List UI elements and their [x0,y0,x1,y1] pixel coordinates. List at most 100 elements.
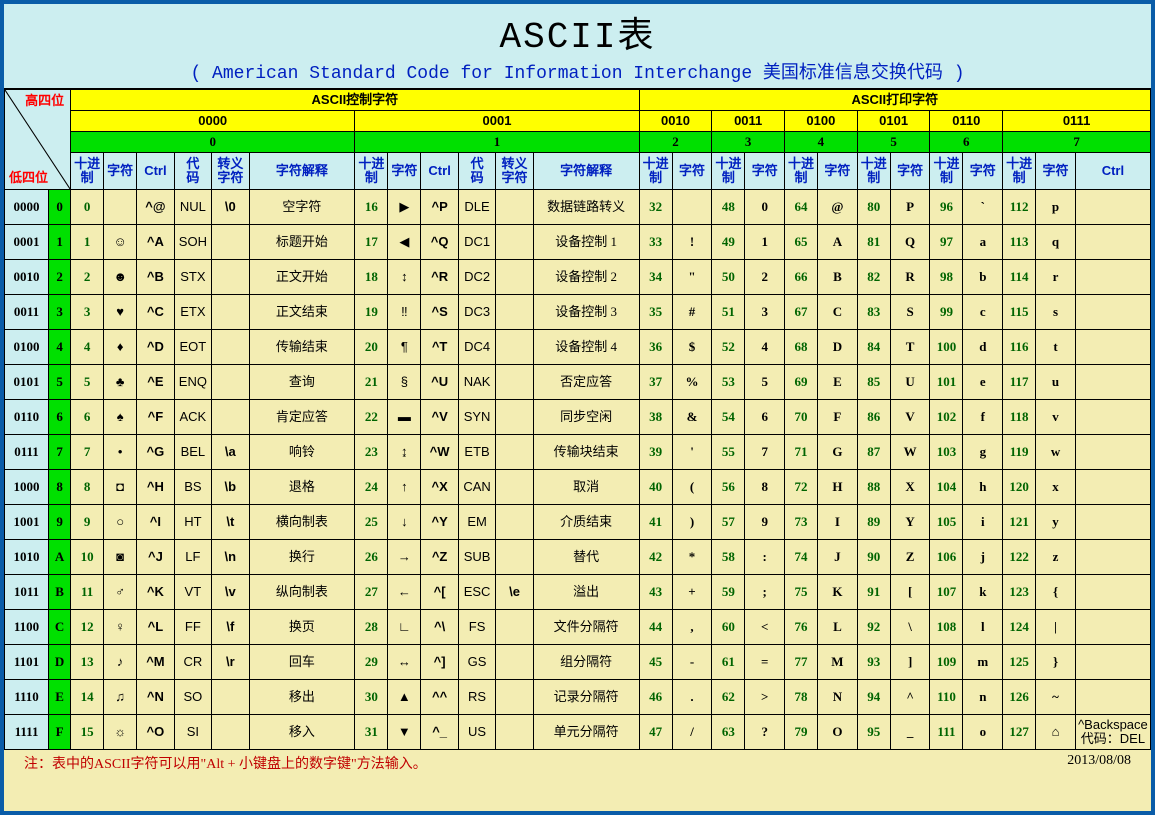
row-hex: 2 [49,260,71,295]
ctrl-cell-empty [1075,575,1150,610]
dec-cell: 94 [857,680,890,715]
glyph-cell: ↔ [388,645,421,680]
dec-cell: 30 [355,680,388,715]
code-cell: DLE [458,190,495,225]
ctrl-cell: ^_ [421,715,458,750]
code-cell: STX [174,260,211,295]
desc-cell: 介质结束 [533,505,639,540]
glyph-cell: L [818,610,858,645]
glyph-cell: f [963,400,1003,435]
glyph-cell: ‼ [388,295,421,330]
dec-cell: 16 [355,190,388,225]
col-header: 字符解释 [249,153,355,190]
esc-cell: \r [212,645,249,680]
ctrl-cell: ^C [137,295,174,330]
esc-cell [496,470,533,505]
glyph-cell: 4 [745,330,785,365]
hex-group-2: 2 [639,132,712,153]
row-bin: 1000 [5,470,49,505]
glyph-cell: 8 [745,470,785,505]
glyph-cell: c [963,295,1003,330]
glyph-cell: > [745,680,785,715]
ctrl-cell-empty [1075,260,1150,295]
ctrl-cell: ^] [421,645,458,680]
glyph-cell: ♦ [104,330,137,365]
col-header: 十进制 [857,153,890,190]
dec-cell: 50 [712,260,745,295]
table-row: 011066♠^FACK肯定应答22▬^VSYN同步空闲38&54670F86V… [5,400,1151,435]
row-bin: 1111 [5,715,49,750]
code-cell: NAK [458,365,495,400]
glyph-cell: J [818,540,858,575]
col-header: 字符 [1036,153,1076,190]
bin-group-0100: 0100 [785,111,858,132]
ctrl-cell: ^R [421,260,458,295]
glyph-cell: ▲ [388,680,421,715]
hex-group-4: 4 [785,132,858,153]
table-row: 1110E14♫^NSO移出30▲^^RS记录分隔符46.62>78N94^11… [5,680,1151,715]
dec-cell: 91 [857,575,890,610]
ctrl-cell: ^U [421,365,458,400]
ctrl-cell: ^[ [421,575,458,610]
dec-cell: 70 [785,400,818,435]
ctrl-cell: ^V [421,400,458,435]
code-cell: RS [458,680,495,715]
glyph-cell: 2 [745,260,785,295]
dec-cell: 92 [857,610,890,645]
glyph-cell: } [1036,645,1076,680]
col-header: Ctrl [421,153,458,190]
dec-cell: 74 [785,540,818,575]
dec-cell: 96 [930,190,963,225]
desc-cell: 空字符 [249,190,355,225]
glyph-cell: M [818,645,858,680]
dec-cell: 7 [71,435,104,470]
row-bin: 0001 [5,225,49,260]
ctrl-cell-empty [1075,680,1150,715]
esc-cell [496,190,533,225]
code-cell: ESC [458,575,495,610]
row-hex: 6 [49,400,71,435]
row-hex: E [49,680,71,715]
glyph-cell: v [1036,400,1076,435]
dec-cell: 62 [712,680,745,715]
ctrl-cell: ^E [137,365,174,400]
col-header: 十进制 [639,153,672,190]
row-bin: 0000 [5,190,49,225]
dec-cell: 38 [639,400,672,435]
dec-cell: 103 [930,435,963,470]
glyph-cell: b [963,260,1003,295]
ctrl-cell: ^K [137,575,174,610]
desc-cell: 传输结束 [249,330,355,365]
esc-cell [496,610,533,645]
glyph-cell: a [963,225,1003,260]
dec-cell: 42 [639,540,672,575]
row-bin: 0110 [5,400,49,435]
dec-cell: 114 [1003,260,1036,295]
code-cell: DC2 [458,260,495,295]
glyph-cell: ◙ [104,540,137,575]
bin-group-0001: 0001 [355,111,639,132]
ctrl-cell-empty [1075,330,1150,365]
code-cell: EM [458,505,495,540]
glyph-cell: j [963,540,1003,575]
col-header: 转义字符 [212,153,249,190]
desc-cell: 肯定应答 [249,400,355,435]
glyph-cell: § [388,365,421,400]
desc-cell: 文件分隔符 [533,610,639,645]
code-cell: SO [174,680,211,715]
dec-cell: 41 [639,505,672,540]
dec-cell: 88 [857,470,890,505]
glyph-cell: 5 [745,365,785,400]
table-row: 100199○^IHT\t横向制表25↓^YEM介质结束41)57973I89Y… [5,505,1151,540]
dec-cell: 36 [639,330,672,365]
col-header: Ctrl [1075,153,1150,190]
glyph-cell: ♥ [104,295,137,330]
glyph-cell: r [1036,260,1076,295]
code-cell: CAN [458,470,495,505]
dec-cell: 123 [1003,575,1036,610]
glyph-cell: ☼ [104,715,137,750]
desc-cell: 正文结束 [249,295,355,330]
desc-cell: 记录分隔符 [533,680,639,715]
ctrl-cell: ^@ [137,190,174,225]
esc-cell [496,365,533,400]
